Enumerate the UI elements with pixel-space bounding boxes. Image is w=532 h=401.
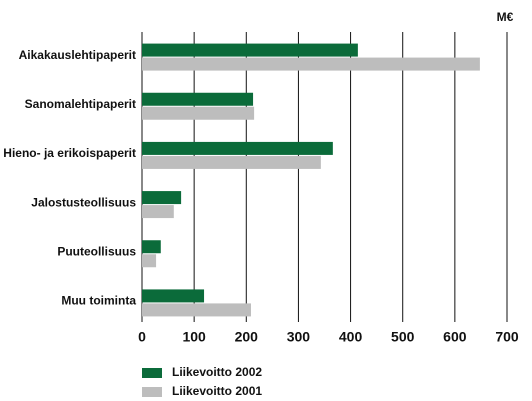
x-tick-label: 500 — [391, 329, 415, 345]
y-tick-label: Jalostusteollisuus — [31, 195, 136, 209]
y-tick-label: Muu toiminta — [61, 294, 136, 308]
legend-label: Liikevoitto 2002 — [172, 365, 262, 379]
bar — [142, 92, 254, 106]
bar — [142, 57, 480, 71]
y-tick-label: Aikakauslehtipaperit — [19, 48, 136, 62]
x-tick-label: 100 — [182, 329, 206, 345]
x-tick-label: 300 — [287, 329, 311, 345]
bar — [142, 43, 358, 57]
bar — [142, 289, 205, 303]
bar — [142, 303, 251, 317]
bar — [142, 205, 174, 219]
x-tick-label: 400 — [339, 329, 363, 345]
legend-label: Liikevoitto 2001 — [172, 384, 262, 398]
x-tick-label: 600 — [443, 329, 467, 345]
y-tick-label: Puuteollisuus — [57, 244, 136, 258]
bar — [142, 254, 157, 268]
bar — [142, 141, 333, 155]
bar — [142, 240, 161, 254]
bar — [142, 106, 255, 120]
x-tick-label: 200 — [235, 329, 259, 345]
y-tick-label: Sanomalehtipaperit — [25, 97, 136, 111]
legend-swatch — [142, 387, 162, 397]
x-tick-label: 700 — [495, 329, 519, 345]
x-tick-label: 0 — [138, 329, 146, 345]
bar — [142, 191, 182, 205]
y-tick-label: Hieno- ja erikoispaperit — [3, 146, 136, 160]
legend-swatch — [142, 368, 162, 378]
unit-label: M€ — [497, 10, 514, 24]
bar — [142, 155, 321, 169]
